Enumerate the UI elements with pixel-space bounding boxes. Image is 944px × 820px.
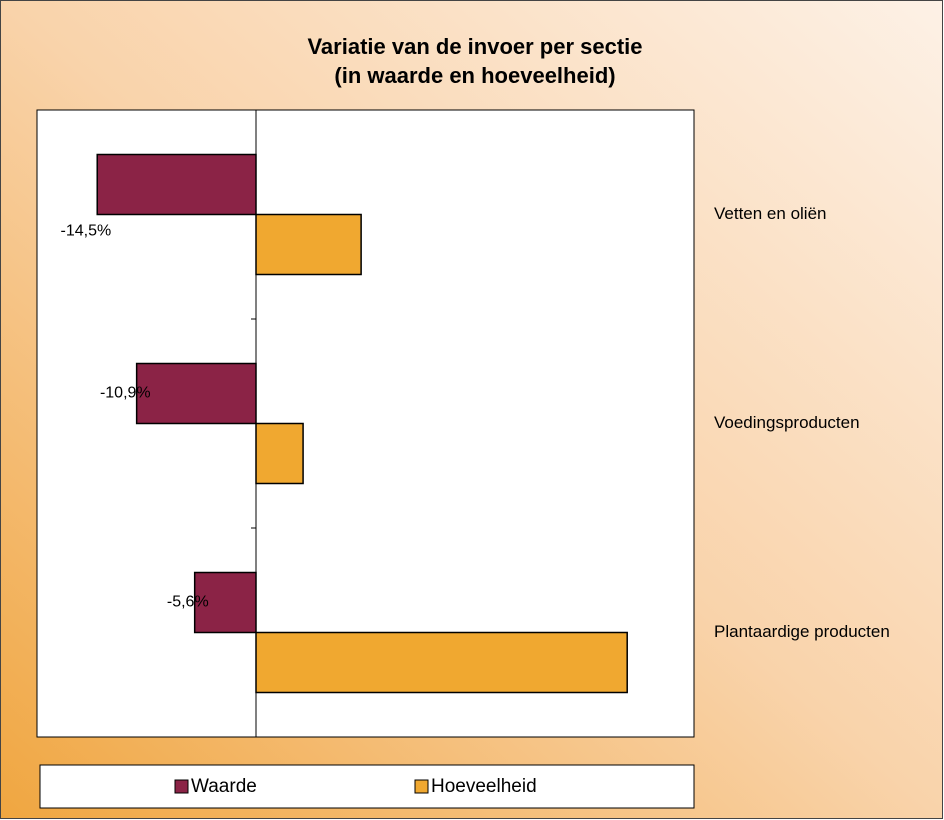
bar: [255, 422, 304, 485]
data-label: -14,5%: [61, 223, 112, 240]
category-label: Voedingsproducten: [714, 413, 860, 432]
legend-swatch: [174, 779, 189, 794]
data-label: -10,9%: [100, 385, 151, 402]
legend-label: Waarde: [191, 776, 257, 797]
bar: [255, 631, 628, 694]
legend-box: [39, 764, 695, 809]
bar: [135, 362, 257, 425]
category-label: Plantaardige producten: [714, 622, 890, 641]
chart-title: (in waarde en hoeveelheid): [334, 63, 615, 88]
legend-label: Hoeveelheid: [431, 776, 537, 797]
category-label: Vetten en oliën: [714, 204, 826, 223]
chart-title: Variatie van de invoer per sectie: [307, 34, 642, 59]
bar: [96, 153, 257, 216]
bar: [255, 213, 362, 276]
data-label: -5,6%: [167, 594, 209, 611]
bar: [193, 571, 257, 634]
legend-swatch: [414, 779, 429, 794]
